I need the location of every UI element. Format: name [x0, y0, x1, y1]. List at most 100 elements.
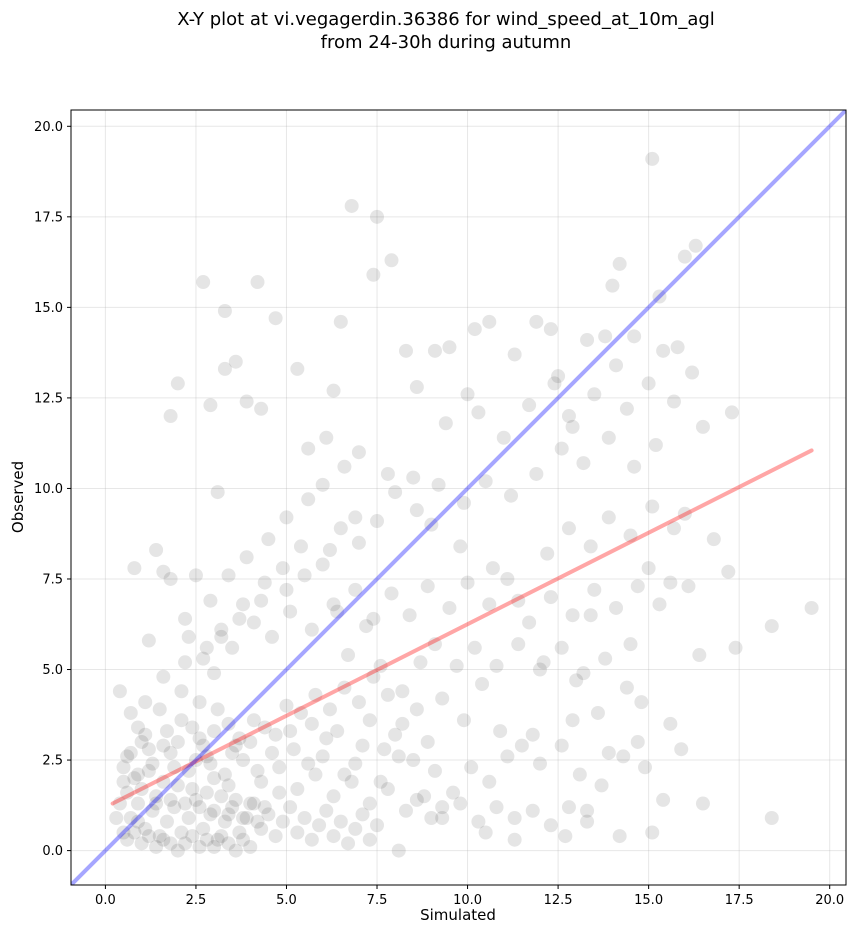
data-point — [348, 582, 363, 597]
data-point — [373, 774, 388, 789]
data-point — [326, 829, 341, 844]
data-point — [540, 546, 555, 561]
data-point — [178, 655, 193, 670]
data-point — [460, 387, 475, 402]
data-point — [366, 267, 381, 282]
data-point — [149, 789, 164, 804]
data-point — [199, 785, 214, 800]
data-point — [268, 311, 283, 326]
data-point — [435, 691, 450, 706]
x-tick-label: 20.0 — [815, 893, 844, 908]
data-point — [127, 825, 142, 840]
data-point — [804, 600, 819, 615]
data-point — [250, 814, 265, 829]
data-point — [554, 441, 569, 456]
data-point — [246, 615, 261, 630]
data-point — [580, 803, 595, 818]
data-point — [695, 419, 710, 434]
data-point — [601, 430, 616, 445]
data-point — [456, 495, 471, 510]
data-point — [572, 767, 587, 782]
data-point — [221, 716, 236, 731]
data-point — [587, 387, 602, 402]
data-point — [264, 629, 279, 644]
data-point — [170, 734, 185, 749]
data-point — [283, 724, 298, 739]
data-point — [587, 582, 602, 597]
data-point — [677, 249, 692, 264]
chart-title-line-2: from 24-30h during autumn — [320, 32, 572, 53]
data-point — [228, 843, 243, 858]
data-point — [163, 792, 178, 807]
data-point — [272, 785, 287, 800]
data-point — [167, 800, 182, 815]
data-point — [174, 825, 189, 840]
data-point — [616, 749, 631, 764]
data-point — [319, 731, 334, 746]
data-point — [558, 829, 573, 844]
data-point — [543, 590, 558, 605]
data-point — [109, 811, 124, 826]
data-point — [330, 604, 345, 619]
data-point — [590, 705, 605, 720]
data-point — [645, 825, 660, 840]
data-point — [677, 506, 692, 521]
data-point — [398, 803, 413, 818]
data-point — [580, 332, 595, 347]
data-point — [500, 571, 515, 586]
data-point — [163, 571, 178, 586]
data-point — [409, 702, 424, 717]
data-point — [348, 510, 363, 525]
data-point — [406, 470, 421, 485]
data-point — [409, 792, 424, 807]
data-point — [627, 459, 642, 474]
data-point — [134, 734, 149, 749]
data-point — [246, 713, 261, 728]
data-point — [275, 814, 290, 829]
data-point — [576, 666, 591, 681]
data-point — [522, 615, 537, 630]
y-tick-label: 5.0 — [42, 663, 63, 678]
data-point — [337, 459, 352, 474]
data-point — [565, 608, 580, 623]
data-point — [362, 796, 377, 811]
data-point — [370, 514, 385, 529]
data-point — [391, 843, 406, 858]
data-point — [380, 466, 395, 481]
data-point — [551, 369, 566, 384]
data-point — [605, 278, 620, 293]
data-point — [152, 702, 167, 717]
data-point — [315, 557, 330, 572]
data-point — [424, 811, 439, 826]
data-point — [351, 695, 366, 710]
data-point — [116, 825, 131, 840]
data-point — [225, 800, 240, 815]
data-point — [482, 597, 497, 612]
x-tick-label: 10.0 — [453, 893, 482, 908]
data-point — [210, 485, 225, 500]
data-point — [290, 361, 305, 376]
data-point — [243, 839, 258, 854]
data-point — [362, 713, 377, 728]
data-point — [170, 376, 185, 391]
data-point — [623, 528, 638, 543]
data-point — [370, 209, 385, 224]
data-point — [264, 745, 279, 760]
data-point — [149, 839, 164, 854]
data-point — [167, 760, 182, 775]
data-point — [250, 275, 265, 290]
y-tick-label: 15.0 — [34, 301, 63, 316]
data-point — [163, 745, 178, 760]
x-tick-label: 2.5 — [186, 893, 207, 908]
data-point — [217, 303, 232, 318]
plot-area — [71, 110, 846, 885]
data-point — [304, 622, 319, 637]
data-point — [471, 814, 486, 829]
data-point — [511, 593, 526, 608]
data-point — [156, 738, 171, 753]
data-point — [301, 441, 316, 456]
data-point — [565, 419, 580, 434]
data-point — [453, 539, 468, 554]
data-point — [561, 521, 576, 536]
data-point — [612, 256, 627, 271]
